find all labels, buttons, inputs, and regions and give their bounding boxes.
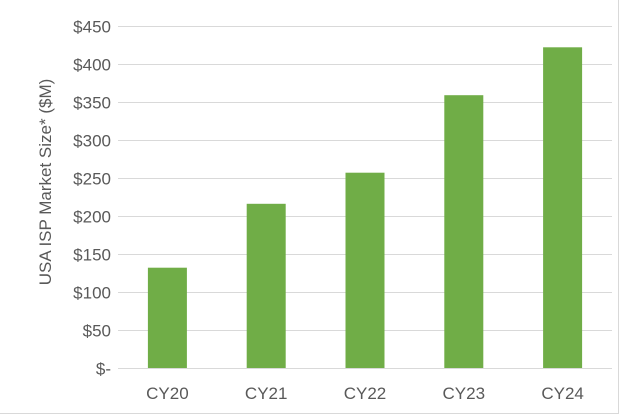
bar-cy21 [246,203,286,368]
y-tick-label: $50 [83,322,111,341]
bars [147,47,583,369]
bar-cy20 [147,267,187,368]
y-tick-label: $250 [73,170,111,189]
x-tick-label: CY20 [146,384,189,403]
y-tick-label: $200 [73,208,111,227]
y-axis-title: USA ISP Market Size* ($M) [36,79,55,286]
y-tick-label: $350 [73,94,111,113]
x-tick-label: CY22 [344,384,387,403]
bar-cy23 [444,95,484,368]
y-tick-label: $300 [73,132,111,151]
y-tick-label: $450 [73,18,111,37]
y-tick-labels: $- $50 $100 $150 $200 $250 $300 $350 $400 $450 [73,18,111,379]
y-tick-label: $400 [73,56,111,75]
y-tick-label: $- [96,360,111,379]
y-tick-label: $150 [73,246,111,265]
x-tick-label: CY24 [541,384,584,403]
y-tick-label: $100 [73,284,111,303]
bar-cy24 [543,47,583,369]
x-tick-label: CY21 [245,384,288,403]
bar-cy22 [345,172,385,368]
x-tick-label: CY23 [443,384,486,403]
x-tick-labels: CY20 CY21 CY22 CY23 CY24 [146,384,584,403]
